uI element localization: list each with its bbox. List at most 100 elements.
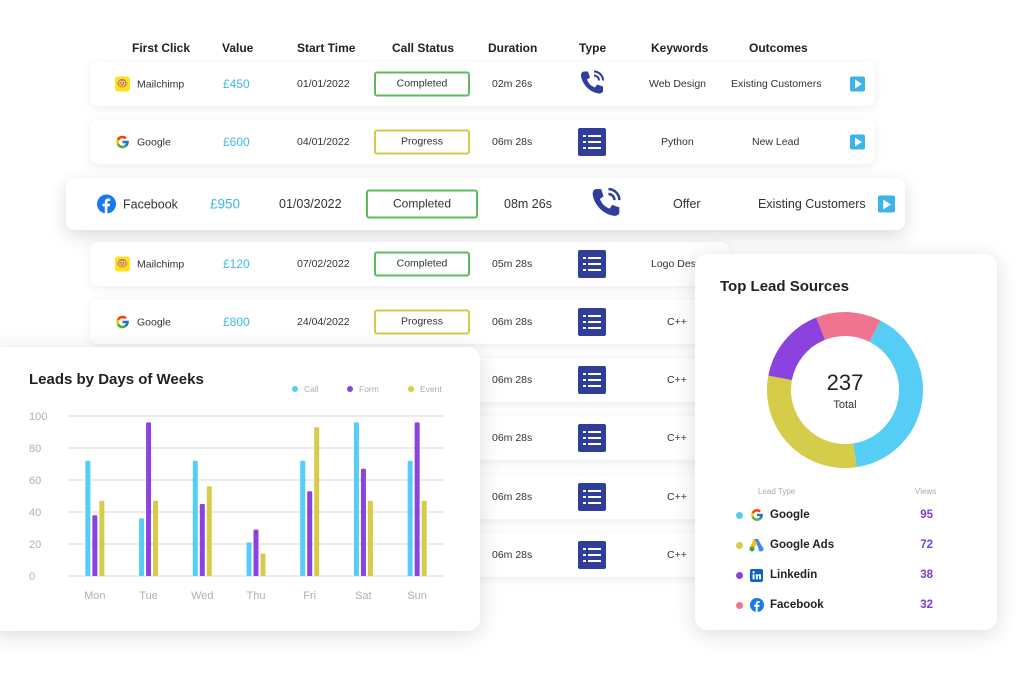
header-keywords: Keywords bbox=[651, 41, 709, 55]
source-name: Google Ads bbox=[770, 539, 835, 551]
form-icon bbox=[578, 366, 606, 394]
x-tick-label: Tue bbox=[139, 590, 158, 602]
duration-cell: 06m 28s bbox=[492, 549, 533, 561]
outcome-cell: Existing Customers bbox=[731, 78, 822, 90]
y-tick-label: 100 bbox=[29, 411, 47, 423]
play-button[interactable] bbox=[850, 76, 865, 92]
bar-event-sun bbox=[421, 500, 427, 576]
form-icon bbox=[578, 541, 606, 569]
source-name: Facebook bbox=[123, 197, 178, 211]
source-name: Google bbox=[137, 316, 171, 328]
x-tick-label: Thu bbox=[247, 590, 266, 602]
duration-cell: 08m 26s bbox=[504, 197, 552, 211]
table-row[interactable]: 🐵 Mailchimp £450 01/01/2022 Completed 02… bbox=[90, 62, 875, 106]
value-cell: £450 bbox=[223, 77, 250, 91]
chart-title: Leads by Days of Weeks bbox=[29, 371, 204, 388]
google-ads-icon bbox=[749, 538, 764, 553]
bar-form-wed bbox=[199, 504, 205, 576]
keyword-cell: C++ bbox=[667, 432, 687, 444]
source-views: 32 bbox=[920, 599, 933, 611]
bar-call-mon bbox=[85, 460, 91, 576]
table-row[interactable]: 🐵 Mailchimp £120 07/02/2022 Completed 05… bbox=[90, 242, 730, 286]
bar-event-fri bbox=[314, 427, 320, 576]
duration-cell: 02m 26s bbox=[492, 78, 533, 90]
linkedin-icon bbox=[749, 568, 764, 583]
source-cell: 🐵 Mailchimp bbox=[115, 256, 185, 272]
donut-chart bbox=[767, 312, 923, 468]
keyword-cell: Offer bbox=[673, 197, 701, 211]
mailchimp-icon: 🐵 bbox=[115, 256, 130, 272]
table-row[interactable]: Facebook £950 01/03/2022 Completed 08m 2… bbox=[66, 178, 905, 230]
legend-label: Event bbox=[420, 384, 442, 394]
status-badge: Progress bbox=[374, 129, 470, 155]
start-time-cell: 01/01/2022 bbox=[297, 78, 350, 90]
lead-source-row: Linkedin 38 bbox=[736, 567, 941, 583]
top-lead-sources-card: Top Lead Sources 237 Total Lead Type Vie… bbox=[695, 254, 997, 630]
legend-dot-call bbox=[292, 386, 298, 392]
legend-label: Call bbox=[304, 384, 319, 394]
y-tick-label: 40 bbox=[29, 507, 41, 519]
lead-source-row: Google 95 bbox=[736, 507, 941, 523]
legend-call: Call bbox=[292, 384, 319, 394]
source-cell: Facebook bbox=[97, 194, 178, 214]
form-icon bbox=[578, 250, 606, 278]
play-button[interactable] bbox=[850, 134, 865, 150]
donut-slice-linkedin bbox=[768, 317, 826, 381]
google-icon bbox=[749, 508, 764, 523]
duration-cell: 06m 28s bbox=[492, 136, 533, 148]
status-badge: Completed bbox=[374, 251, 470, 277]
lead-source-row: Google Ads 72 bbox=[736, 537, 941, 553]
form-icon bbox=[578, 424, 606, 452]
x-tick-label: Sun bbox=[407, 590, 427, 602]
bar-call-sat bbox=[353, 422, 359, 576]
source-views: 72 bbox=[920, 539, 933, 551]
status-badge: Progress bbox=[374, 309, 470, 335]
legend-label: Form bbox=[359, 384, 379, 394]
donut-slice-facebook bbox=[816, 312, 881, 343]
donut-total-label: Total bbox=[833, 399, 857, 411]
start-time-cell: 24/04/2022 bbox=[297, 316, 350, 328]
header-start-time: Start Time bbox=[297, 41, 356, 55]
start-time-cell: 01/03/2022 bbox=[279, 197, 342, 211]
bar-event-tue bbox=[153, 500, 159, 576]
legend-dot-event bbox=[408, 386, 414, 392]
source-cell: Google bbox=[115, 135, 171, 150]
facebook-icon bbox=[749, 598, 764, 613]
source-name: Mailchimp bbox=[137, 78, 185, 90]
y-tick-label: 60 bbox=[29, 475, 41, 487]
source-dot bbox=[736, 541, 743, 549]
bar-form-sat bbox=[360, 468, 366, 576]
source-name: Linkedin bbox=[770, 569, 818, 581]
start-time-cell: 04/01/2022 bbox=[297, 136, 350, 148]
form-icon bbox=[578, 128, 606, 156]
play-button[interactable] bbox=[878, 195, 895, 213]
phone-call-icon bbox=[589, 186, 623, 223]
legend-event: Event bbox=[408, 384, 442, 394]
bar-form-thu bbox=[253, 529, 259, 576]
x-tick-label: Fri bbox=[303, 590, 316, 602]
outcome-cell: Existing Customers bbox=[758, 197, 866, 211]
source-name: Mailchimp bbox=[137, 258, 185, 270]
table-row[interactable]: Google £800 24/04/2022 Progress 06m 28s … bbox=[90, 300, 730, 344]
y-tick-label: 80 bbox=[29, 443, 41, 455]
source-dot bbox=[736, 601, 743, 609]
bar-call-sun bbox=[407, 460, 413, 576]
source-cell: 🐵 Mailchimp bbox=[115, 76, 185, 92]
duration-cell: 06m 28s bbox=[492, 374, 533, 386]
google-icon bbox=[116, 135, 129, 149]
header-value: Value bbox=[222, 41, 254, 55]
play-icon bbox=[854, 137, 862, 147]
phone-call-icon bbox=[578, 69, 606, 100]
keyword-cell: C++ bbox=[667, 491, 687, 503]
bar-chart: 0 20 40 60 80 100 Mon Tue Wed Thu Fri Sat Sun bbox=[29, 411, 444, 602]
header-first-click: First Click bbox=[132, 41, 191, 55]
bar-event-wed bbox=[206, 486, 212, 576]
y-tick-label: 0 bbox=[29, 571, 35, 583]
source-dot bbox=[736, 571, 743, 579]
table-row[interactable]: Google £600 04/01/2022 Progress 06m 28s … bbox=[90, 120, 875, 164]
keyword-cell: Logo Des bbox=[651, 258, 696, 270]
value-cell: £950 bbox=[210, 196, 241, 212]
bar-form-sun bbox=[414, 422, 420, 576]
outcome-cell: New Lead bbox=[752, 136, 800, 148]
play-icon bbox=[883, 199, 891, 209]
